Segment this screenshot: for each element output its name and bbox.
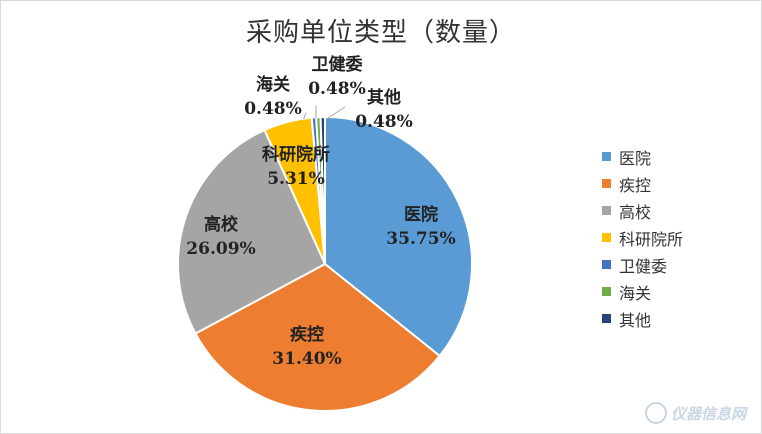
legend-swatch: [602, 233, 611, 242]
legend-swatch: [602, 206, 611, 215]
legend-label: 科研院所: [619, 229, 684, 249]
watermark: 仪器信息网: [644, 402, 746, 424]
legend-item-6: 其他: [602, 305, 683, 332]
legend-swatch: [602, 260, 611, 269]
data-label-0: 医院 35.75%: [386, 204, 455, 249]
pie-slice-6: [319, 115, 326, 265]
legend-swatch: [602, 287, 611, 296]
legend-label: 其他: [619, 310, 652, 330]
legend-swatch: [602, 179, 611, 188]
data-label-2: 高校 26.09%: [186, 214, 255, 259]
legend-swatch: [602, 314, 611, 323]
leader-line-5: [303, 112, 307, 119]
data-label-5: 海关 0.48%: [244, 74, 302, 119]
legend-swatch: [602, 152, 611, 161]
data-label-6: 其他 0.48%: [355, 87, 413, 132]
legend-label: 海关: [619, 283, 652, 303]
legend-item-1: 疾控: [602, 170, 683, 197]
legend-label: 疾控: [619, 175, 652, 195]
watermark-text: 仪器信息网: [670, 404, 746, 423]
pie-slice-0: [324, 115, 473, 358]
pie-slice-2: [177, 128, 327, 335]
legend-item-5: 海关: [602, 278, 683, 305]
data-label-4: 卫健委 0.48%: [308, 54, 366, 99]
legend-label: 高校: [619, 202, 652, 222]
data-label-3: 科研院所 5.31%: [262, 144, 330, 189]
chart-legend: 医院疾控高校科研院所卫健委海关其他: [602, 143, 683, 332]
legend-item-0: 医院: [602, 143, 683, 170]
legend-item-2: 高校: [602, 197, 683, 224]
pie-slice-1: [194, 262, 442, 412]
legend-item-4: 卫健委: [602, 251, 683, 278]
legend-label: 医院: [619, 148, 652, 168]
chart-title: 采购单位类型（数量）: [245, 18, 516, 48]
legend-label: 卫健委: [619, 256, 668, 276]
watermark-logo-icon: [644, 402, 667, 424]
legend-item-3: 科研院所: [602, 224, 683, 251]
data-label-1: 疾控 31.40%: [272, 324, 341, 369]
leader-line-6: [327, 106, 346, 119]
